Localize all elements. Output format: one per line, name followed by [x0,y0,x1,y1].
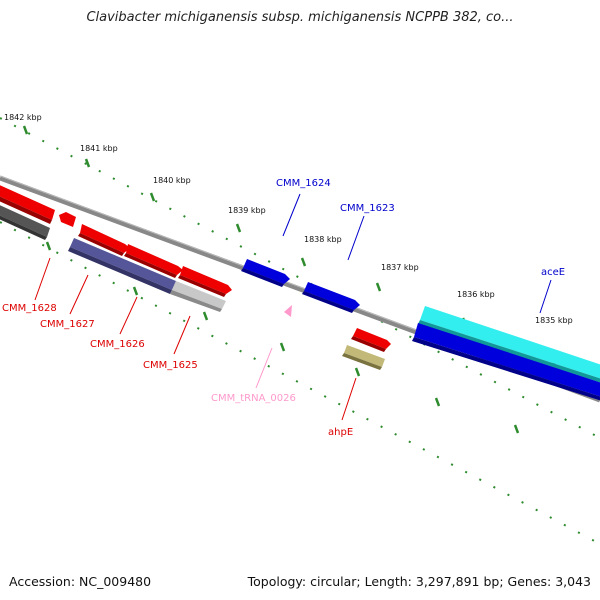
gene-label-acee[interactable]: aceE [541,267,565,278]
map-title: Clavibacter michiganensis subsp. michiga… [86,10,514,25]
feature-cmm-1625-red[interactable] [180,266,232,294]
gene-label-cmm-1627[interactable]: CMM_1627 [40,319,95,330]
accession-text: Accession: NC_009480 [9,574,152,589]
gene-label-cmm-1625[interactable]: CMM_1625 [143,360,198,371]
tick-label: 1840 kbp [153,176,191,185]
gene-callouts: CMM_1628 CMM_1627 CMM_1626 CMM_1625 CMM_… [2,178,565,438]
gene-label-cmm-1626[interactable]: CMM_1626 [90,339,145,350]
tick-label: 1837 kbp [381,263,419,272]
gene-label-cmm-1628[interactable]: CMM_1628 [2,303,57,314]
feature-tracks [0,183,600,401]
tick-label: 1842 kbp [4,113,42,122]
tick-label: 1839 kbp [228,206,266,215]
inner-tick-dots [0,221,600,545]
outer-tick-ring [0,117,600,439]
feature-navy[interactable] [70,238,176,290]
outer-tick-dots [0,117,600,439]
tick-label: 1835 kbp [535,316,573,325]
feature-olive[interactable] [344,345,385,367]
tick-labels: 1842 kbp 1841 kbp 1840 kbp 1839 kbp 1838… [4,113,573,325]
gene-label-ahpe[interactable]: ahpE [328,427,353,438]
feature-blue-long[interactable] [414,323,600,398]
topology-text: Topology: circular; Length: 3,297,891 bp… [247,574,591,589]
feature-light-gray[interactable] [172,281,226,309]
feature-cmm-1627-red[interactable] [80,224,130,253]
gene-label-cmm-1623[interactable]: CMM_1623 [340,203,395,214]
feature-ahpe-red[interactable] [353,328,391,349]
feature-acee-cyan[interactable] [420,306,600,380]
feature-cmm-1624-blue[interactable] [243,259,290,284]
gene-label-cmm-trna-0026[interactable]: CMM_tRNA_0026 [211,393,296,404]
feature-small-red[interactable] [59,212,76,227]
feature-cmm-1628-red[interactable] [0,183,55,220]
major-ticks [22,125,557,434]
feature-cmm-1626-red[interactable] [126,244,183,275]
tick-label: 1838 kbp [304,235,342,244]
feature-dark-gray[interactable] [0,203,50,237]
tick-label: 1836 kbp [457,290,495,299]
tick-label: 1841 kbp [80,144,118,153]
inner-tick-ring [0,221,600,545]
feature-cmm-1623-blue[interactable] [304,282,360,310]
gene-label-cmm-1624[interactable]: CMM_1624 [276,178,331,189]
feature-trna-pink[interactable] [284,305,292,317]
